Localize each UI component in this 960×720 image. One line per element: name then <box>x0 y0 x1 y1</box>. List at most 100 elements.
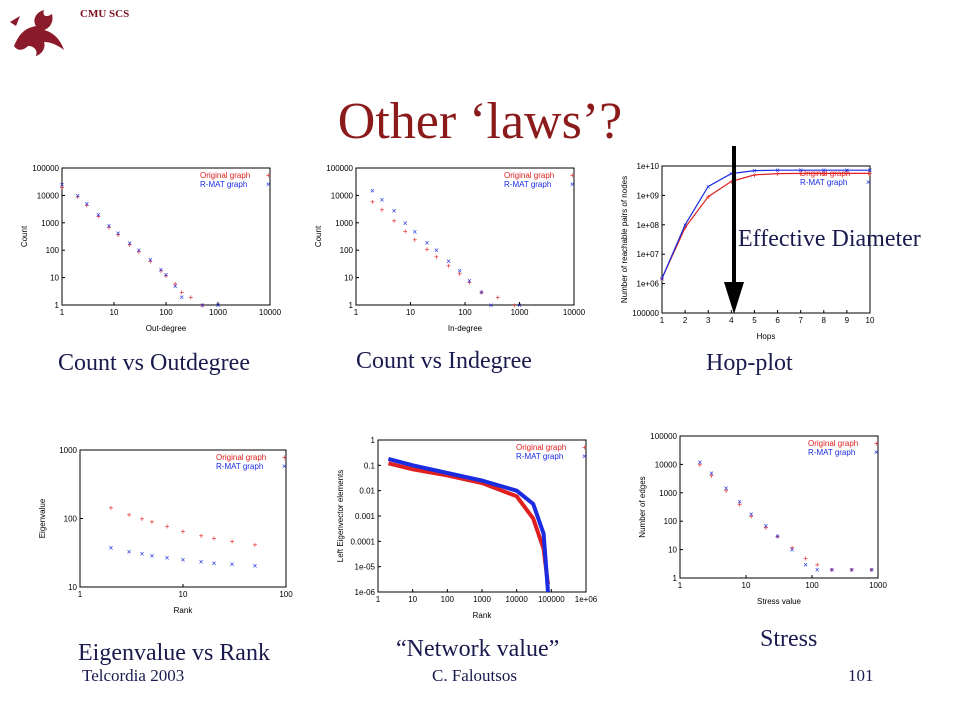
series-point: + <box>479 288 484 297</box>
x-tick-label: 1000 <box>869 581 887 590</box>
legend-label: Original graph <box>516 443 566 452</box>
y-tick-label: 0.01 <box>359 487 375 496</box>
series-point: + <box>512 301 517 310</box>
series-point: × <box>181 556 186 565</box>
x-tick-label: 10 <box>406 308 415 317</box>
y-tick-label: 1000 <box>335 219 353 228</box>
legend-marker: × <box>282 462 287 471</box>
series-point: × <box>109 543 114 552</box>
y-tick-label: 1 <box>349 301 354 310</box>
series-point: + <box>403 227 408 236</box>
series-point: + <box>380 206 385 215</box>
series-line <box>661 169 870 279</box>
series-point: × <box>775 532 780 541</box>
y-tick-label: 1e+09 <box>637 191 660 200</box>
series-point: + <box>803 554 808 563</box>
x-tick-label: 1 <box>354 308 359 317</box>
down-arrow-icon <box>722 146 746 316</box>
series-point: + <box>109 503 114 512</box>
x-axis-label: Stress value <box>757 597 802 606</box>
series-point: + <box>159 267 164 276</box>
series-point: × <box>127 547 132 556</box>
y-tick-label: 10000 <box>331 191 354 200</box>
y-tick-label: 1e-05 <box>355 563 376 572</box>
footer-left: Telcordia 2003 <box>82 666 185 685</box>
x-tick-label: 10 <box>408 595 417 604</box>
x-tick-label: 10000 <box>563 308 586 317</box>
series-point: + <box>798 169 803 178</box>
series-point: × <box>140 549 145 558</box>
y-tick-label: 10 <box>344 274 353 283</box>
y-tick-label: 1e+08 <box>637 221 660 230</box>
series-point: × <box>165 553 170 562</box>
series-point: + <box>790 543 795 552</box>
y-tick-label: 100000 <box>632 309 659 318</box>
y-tick-label: 100 <box>64 515 78 524</box>
series-point: + <box>706 193 711 202</box>
x-tick-label: 10 <box>179 590 188 599</box>
series-point: + <box>815 560 820 569</box>
x-tick-label: 9 <box>845 316 850 325</box>
indegree-chart-svg: 1 10 100 1000 10000 1 10 100 1000 10000 100000 In-d… <box>314 164 586 333</box>
plot-frame <box>661 165 871 314</box>
y-tick-label: 1e+06 <box>637 280 660 289</box>
series-point: + <box>107 223 112 232</box>
y-tick-label: 10000 <box>655 460 678 469</box>
footer-page-number: 101 <box>848 666 874 685</box>
x-tick-label: 100000 <box>538 595 565 604</box>
x-tick-label: 1 <box>678 581 683 590</box>
x-axis-label: In-degree <box>448 324 483 333</box>
legend-label: R-MAT graph <box>808 448 855 457</box>
y-tick-label: 1e+10 <box>637 162 660 171</box>
x-tick-label: 1 <box>78 590 83 599</box>
series-line <box>387 456 550 593</box>
caption-hopplot: Hop-plot <box>706 350 793 376</box>
series-line <box>661 172 870 279</box>
series-point: × <box>737 497 742 506</box>
y-tick-label: 10 <box>668 546 677 555</box>
plot-hopplot: 1 2 3 4 5 6 7 8 9 10 100000 1e+06 1e+07 1e+08 1e+09 1e+… <box>618 158 878 343</box>
y-tick-label: 100000 <box>650 432 677 441</box>
series-point: + <box>467 278 472 287</box>
legend-marker: + <box>582 443 587 452</box>
series-point: × <box>660 274 665 283</box>
x-tick-label: 4 <box>729 316 734 325</box>
series-point: × <box>446 257 451 266</box>
x-tick-label: 10 <box>110 308 119 317</box>
series-point: × <box>706 183 711 192</box>
x-axis-label: Hops <box>757 332 776 341</box>
series-point: + <box>709 472 714 481</box>
legend-label: Original graph <box>504 171 554 180</box>
y-tick-label: 10 <box>50 274 59 283</box>
series-point: × <box>200 301 205 310</box>
series-point: + <box>660 274 665 283</box>
x-tick-label: 1 <box>60 308 65 317</box>
legend-marker: + <box>570 171 575 180</box>
y-tick-label: 1 <box>371 436 376 445</box>
y-axis-label: Count <box>314 225 323 247</box>
series-point: × <box>849 565 854 574</box>
plot-stress: 1 10 100 1000 1 10 100 1000 10000 100000 Stress va… <box>636 428 887 608</box>
series-point: × <box>479 288 484 297</box>
caption-indegree: Count vs Indegree <box>356 348 532 374</box>
legend-marker: × <box>570 180 575 189</box>
y-tick-label: 0.0001 <box>351 537 376 546</box>
series-line <box>387 461 550 585</box>
series-point: + <box>199 532 204 541</box>
x-tick-label: 1 <box>376 595 381 604</box>
series-point: × <box>84 200 89 209</box>
series-point: × <box>60 180 65 189</box>
series-point: × <box>173 282 178 291</box>
y-tick-label: 100 <box>46 246 60 255</box>
x-tick-label: 10000 <box>506 595 529 604</box>
caption-stress: Stress <box>760 626 818 652</box>
series-point: × <box>116 229 121 238</box>
stress-chart-svg: 1 10 100 1000 1 10 100 1000 10000 100000 Stress va… <box>638 432 887 606</box>
x-tick-label: 100 <box>458 308 472 317</box>
series-point: × <box>790 546 795 555</box>
series-point: + <box>96 212 101 221</box>
y-tick-label: 0.1 <box>364 461 376 470</box>
series-point: + <box>127 510 132 519</box>
plot-network: 1 10 100 1000 10000 100000 1e+06 1e-06 1e-05 0.00… <box>334 432 598 622</box>
x-tick-label: 7 <box>798 316 803 325</box>
